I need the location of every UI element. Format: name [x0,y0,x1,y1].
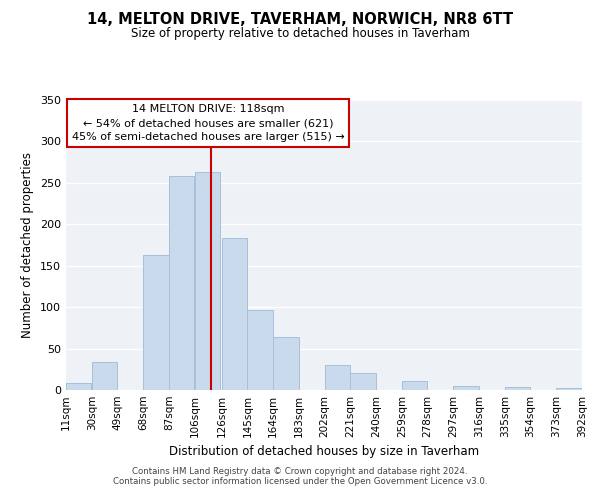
Bar [222,238,247,390]
Bar [325,365,350,390]
Bar [66,382,91,390]
Text: 14 MELTON DRIVE: 118sqm
← 54% of detached houses are smaller (621)
45% of semi-d: 14 MELTON DRIVE: 118sqm ← 54% of detache… [71,104,344,142]
Text: Contains HM Land Registry data © Crown copyright and database right 2024.: Contains HM Land Registry data © Crown c… [132,467,468,476]
Bar [454,386,479,390]
Text: Size of property relative to detached houses in Taverham: Size of property relative to detached ho… [131,28,469,40]
Bar [247,310,273,390]
Text: 14, MELTON DRIVE, TAVERHAM, NORWICH, NR8 6TT: 14, MELTON DRIVE, TAVERHAM, NORWICH, NR8… [87,12,513,28]
Bar [556,388,581,390]
Bar [402,381,427,390]
Bar [505,386,530,390]
Bar [143,255,169,390]
Bar [92,362,117,390]
Y-axis label: Number of detached properties: Number of detached properties [22,152,34,338]
Bar [273,337,299,390]
Bar [194,172,220,390]
Bar [350,372,376,390]
Text: Contains public sector information licensed under the Open Government Licence v3: Contains public sector information licen… [113,477,487,486]
X-axis label: Distribution of detached houses by size in Taverham: Distribution of detached houses by size … [169,446,479,458]
Bar [169,176,194,390]
